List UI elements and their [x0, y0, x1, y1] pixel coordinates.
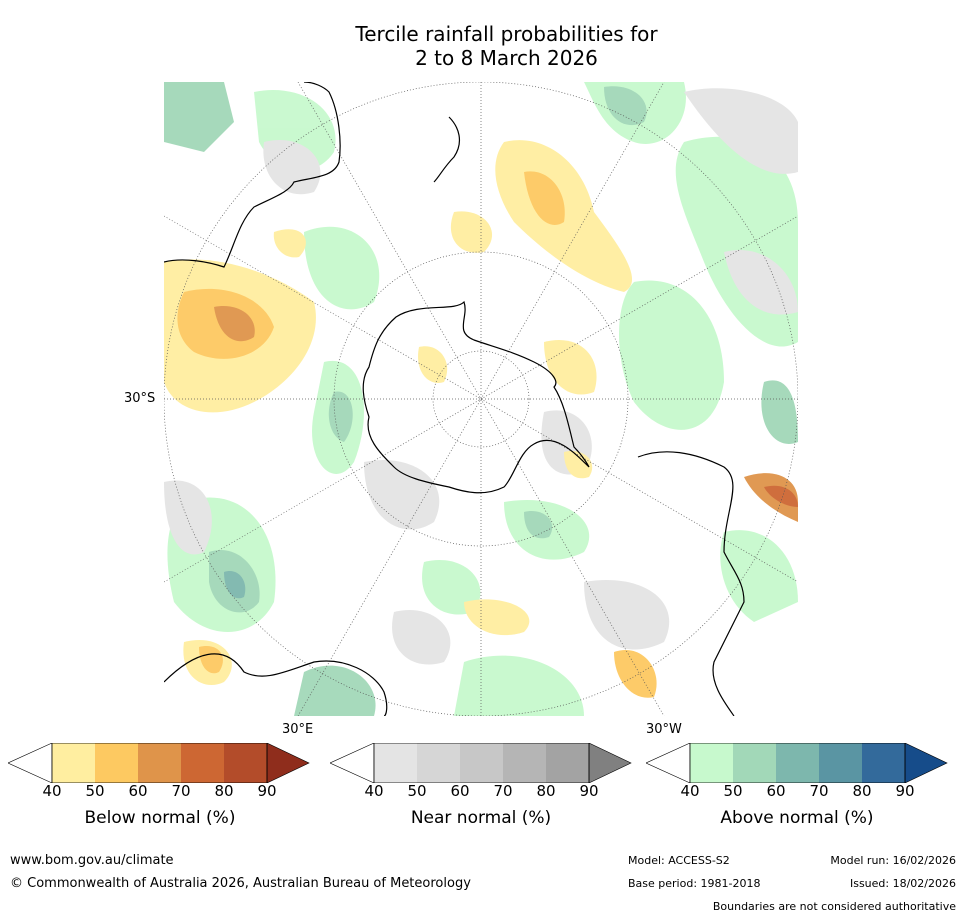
title-line-1: Tercile rainfall probabilities for: [355, 22, 658, 46]
coastlines: [164, 82, 745, 716]
below-swatch-6: [266, 743, 310, 783]
lat-label-30s: 30°S: [124, 391, 156, 406]
above-swatch-5: [862, 743, 905, 783]
below-swatch-4: [181, 743, 224, 783]
above-tick: 60: [766, 782, 786, 800]
above-tick: 90: [895, 782, 915, 800]
footer-disclaimer: Boundaries are not considered authoritat…: [712, 900, 956, 913]
above-swatch-2: [733, 743, 776, 783]
title-line-2: 2 to 8 March 2026: [415, 46, 598, 70]
above-tick: 40: [680, 782, 700, 800]
rainfall-probability-map[interactable]: [164, 82, 798, 716]
above-swatch-1: [690, 743, 733, 783]
above-ticks: 40 50 60 70 80 90: [680, 782, 950, 802]
near-swatch-6: [588, 743, 632, 783]
above-tick: 50: [723, 782, 743, 800]
below-normal-label: Below normal (%): [84, 808, 236, 828]
footer-issued: Issued: 18/02/2026: [849, 877, 956, 890]
below-swatch-0: [8, 743, 53, 783]
near-ticks: 40 50 60 70 80 90: [364, 782, 634, 802]
probability-patches: [164, 82, 798, 716]
footer-url[interactable]: www.bom.gov.au/climate: [10, 853, 174, 868]
colorbar-above-normal: [646, 743, 948, 783]
graticule: [164, 82, 798, 716]
near-tick: 80: [536, 782, 556, 800]
below-swatch-5: [224, 743, 267, 783]
above-swatch-6: [904, 743, 948, 783]
near-tick: 60: [450, 782, 470, 800]
below-tick: 50: [85, 782, 105, 800]
below-swatch-3: [138, 743, 181, 783]
below-tick: 70: [171, 782, 191, 800]
near-swatch-0: [330, 743, 375, 783]
below-tick: 60: [128, 782, 148, 800]
colorbar-below-normal: [8, 743, 310, 783]
near-tick: 90: [579, 782, 599, 800]
lon-label-30e: 30°E: [282, 722, 314, 737]
footer-copyright: © Commonwealth of Australia 2026, Austra…: [10, 876, 471, 891]
near-swatch-2: [417, 743, 460, 783]
map-svg: [164, 82, 798, 716]
above-tick: 80: [852, 782, 872, 800]
above-swatch-0: [646, 743, 691, 783]
below-tick: 40: [42, 782, 62, 800]
near-swatch-4: [503, 743, 546, 783]
footer-model: Model: ACCESS-S2: [628, 854, 730, 867]
below-tick: 80: [214, 782, 234, 800]
footer-model-run: Model run: 16/02/2026: [830, 854, 956, 867]
near-swatch-3: [460, 743, 503, 783]
above-normal-label: Above normal (%): [720, 808, 874, 828]
above-swatch-4: [819, 743, 862, 783]
map-title: Tercile rainfall probabilities for 2 to …: [0, 22, 965, 70]
lon-label-30w: 30°W: [646, 722, 682, 737]
near-normal-label: Near normal (%): [410, 808, 552, 828]
near-swatch-5: [546, 743, 589, 783]
below-swatch-1: [52, 743, 95, 783]
below-tick: 90: [257, 782, 277, 800]
footer-base-period: Base period: 1981-2018: [628, 877, 761, 890]
near-tick: 40: [364, 782, 384, 800]
colorbar-near-normal: [330, 743, 632, 783]
above-tick: 70: [809, 782, 829, 800]
below-swatch-2: [95, 743, 138, 783]
above-swatch-3: [776, 743, 819, 783]
below-ticks: 40 50 60 70 80 90: [42, 782, 312, 802]
near-tick: 50: [407, 782, 427, 800]
near-swatch-1: [374, 743, 417, 783]
near-tick: 70: [493, 782, 513, 800]
